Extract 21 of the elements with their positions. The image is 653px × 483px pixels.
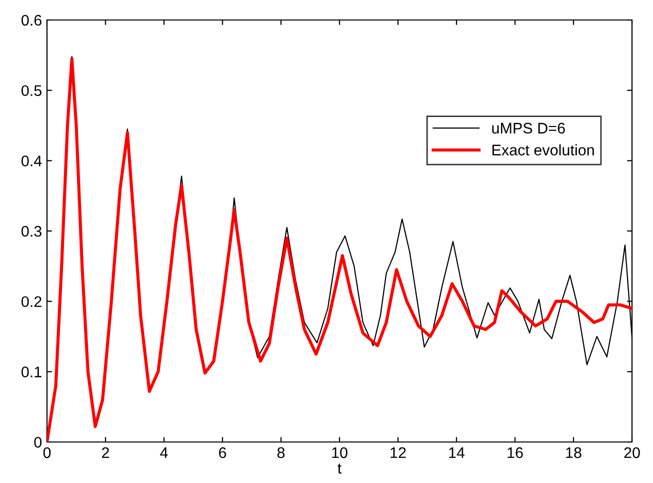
- x-tick-label: 16: [508, 447, 523, 458]
- x-tick-label: 18: [566, 447, 582, 458]
- x-tick-label: 12: [390, 447, 406, 458]
- x-tick-label: 20: [624, 447, 640, 458]
- y-tick-label: 0.4: [22, 156, 42, 166]
- legend-label: Exact evolution: [492, 144, 594, 156]
- y-tick-label: 0.2: [22, 296, 42, 308]
- y-tick-label: 0.3: [22, 226, 42, 237]
- x-tick-label: 0: [43, 447, 51, 458]
- x-tick-label: 4: [160, 447, 168, 458]
- y-tick-label: 0.6: [22, 14, 42, 26]
- x-axis-title: t: [338, 464, 342, 474]
- y-tick-label: 0: [34, 436, 42, 448]
- x-tick-label: 8: [277, 447, 285, 458]
- x-tick-label: 14: [449, 447, 465, 458]
- x-tick-label: 2: [102, 447, 109, 458]
- y-tick-label: 0.1: [22, 366, 42, 378]
- y-tick-label: 0.5: [22, 85, 42, 96]
- legend-label: uMPS D=6: [492, 122, 565, 134]
- x-tick-label: 6: [219, 447, 226, 458]
- x-tick-label: 10: [332, 447, 348, 458]
